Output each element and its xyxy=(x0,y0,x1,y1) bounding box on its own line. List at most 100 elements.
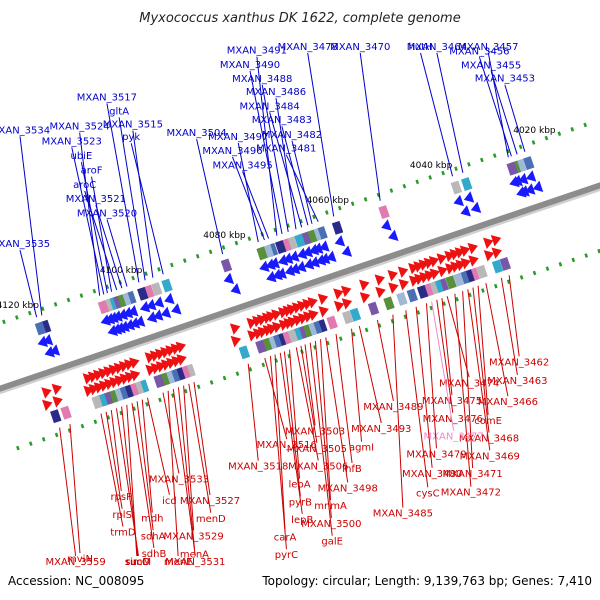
reverse-gene-arrow xyxy=(302,298,313,311)
reverse-gene-arrow xyxy=(247,330,258,342)
tick-mark-outer xyxy=(493,283,498,289)
reverse-gene-block xyxy=(255,339,267,354)
gene-label: MXAN_3472 xyxy=(441,488,501,499)
gene-leader-line xyxy=(95,205,123,289)
tick-mark-outer xyxy=(28,441,33,446)
reverse-gene-arrow xyxy=(171,355,182,368)
gene-leader-line xyxy=(436,299,454,413)
forward-gene-block xyxy=(450,180,463,195)
gene-label: MXAN_3493 xyxy=(351,424,411,435)
tick-mark-outer xyxy=(80,423,85,429)
gene-leader-line xyxy=(106,219,128,287)
reverse-gene-block xyxy=(341,310,354,325)
gene-leader-line xyxy=(285,154,319,222)
reverse-gene-block xyxy=(50,409,62,424)
gene-label: sdhA xyxy=(141,531,166,542)
reverse-gene-arrow xyxy=(287,316,298,328)
gene-label: MXAN_3486 xyxy=(246,87,306,98)
forward-gene-block xyxy=(294,233,306,248)
gene-label: mviN xyxy=(67,554,93,565)
backbone-line xyxy=(0,182,600,392)
reverse-gene-block xyxy=(60,405,72,420)
gene-leader-line xyxy=(314,340,332,518)
forward-gene-block xyxy=(256,246,268,261)
gene-leader-line xyxy=(196,138,224,255)
tick-label: 4040 kbp xyxy=(410,161,453,171)
reverse-gene-arrow xyxy=(291,302,303,314)
tick-mark-inner xyxy=(441,170,445,176)
tick-mark-inner xyxy=(15,315,19,320)
gene-label: MXAN_3463 xyxy=(487,376,547,387)
gene-label: ihfB xyxy=(342,464,362,475)
gene-label: MXAN_3482 xyxy=(262,130,322,141)
gene-leader-line xyxy=(132,130,154,278)
forward-gene-block xyxy=(97,300,110,315)
gene-leader-line xyxy=(269,356,287,550)
gene-leader-line xyxy=(320,339,332,501)
gene-label: MXAN_3478 xyxy=(278,42,338,53)
tick-mark-inner xyxy=(557,131,562,136)
gene-label: MXAN_3505 xyxy=(287,444,347,455)
gene-label: MXAN_3483 xyxy=(252,115,312,126)
forward-gene-block xyxy=(506,161,518,176)
tick-mark-inner xyxy=(92,288,97,294)
gene-label: MXAN_3464 xyxy=(407,42,467,53)
reverse-gene-arrow xyxy=(41,387,52,399)
tick-mark-inner xyxy=(208,249,213,255)
forward-gene-block xyxy=(275,240,287,255)
gene-leader-line xyxy=(441,297,453,396)
reverse-gene-arrow xyxy=(109,376,120,389)
reverse-gene-arrow xyxy=(176,354,187,366)
gene-leader-line xyxy=(425,303,437,449)
forward-gene-arrow xyxy=(308,243,320,256)
tick-mark-inner xyxy=(454,166,458,171)
gene-leader-line xyxy=(289,349,301,479)
gene-label: sucC xyxy=(125,557,149,568)
reverse-gene-block xyxy=(453,272,465,287)
forward-gene-arrow xyxy=(164,292,175,305)
reverse-gene-arrow xyxy=(398,278,409,291)
gene-label: MXAN_3527 xyxy=(180,496,240,507)
reverse-gene-arrow xyxy=(271,321,283,334)
reverse-gene-arrow xyxy=(374,274,385,286)
tick-mark-inner xyxy=(40,306,45,311)
forward-gene-arrow xyxy=(315,254,327,266)
gene-leader-line xyxy=(141,399,153,513)
forward-gene-arrow xyxy=(277,254,289,266)
gene-label: MXAN_3504 xyxy=(166,128,226,139)
reverse-gene-arrow xyxy=(256,314,268,326)
tick-mark-inner xyxy=(182,258,187,263)
gene-leader-line xyxy=(256,56,278,236)
gene-leader-line xyxy=(269,112,303,228)
gene-label: MXAN_3559 xyxy=(46,557,106,568)
forward-gene-block xyxy=(220,258,233,273)
reverse-gene-arrow xyxy=(286,304,298,316)
gene-label: MXAN_3481 xyxy=(256,144,316,155)
gene-leader-line xyxy=(131,402,155,549)
gene-label: MXAN_3470 xyxy=(330,42,390,53)
forward-gene-block xyxy=(137,286,149,301)
reverse-gene-arrow xyxy=(129,357,140,369)
reverse-gene-arrow xyxy=(297,313,309,325)
reverse-gene-arrow xyxy=(468,255,479,267)
reverse-gene-arrow xyxy=(283,318,294,330)
gene-leader-line xyxy=(247,363,259,461)
tick-mark-outer xyxy=(183,388,188,394)
tick-mark-inner xyxy=(234,240,239,246)
tick-mark-inner xyxy=(144,271,148,276)
reverse-gene-arrow xyxy=(413,261,424,273)
tick-mark-outer xyxy=(416,310,421,315)
reverse-gene-arrow xyxy=(52,396,63,408)
reverse-gene-arrow xyxy=(118,361,130,373)
reverse-gene-arrow xyxy=(252,328,264,340)
reverse-gene-arrow xyxy=(103,366,114,378)
forward-gene-arrow xyxy=(525,170,537,182)
reverse-gene-arrow xyxy=(166,357,177,370)
reverse-gene-arrow xyxy=(460,257,471,270)
tick-mark-inner xyxy=(2,319,6,325)
tick-mark-inner xyxy=(337,205,342,211)
tick-mark-inner xyxy=(53,302,58,307)
gene-leader-line xyxy=(105,411,123,509)
reverse-gene-arrow xyxy=(271,309,282,321)
gene-leader-line xyxy=(91,176,113,292)
